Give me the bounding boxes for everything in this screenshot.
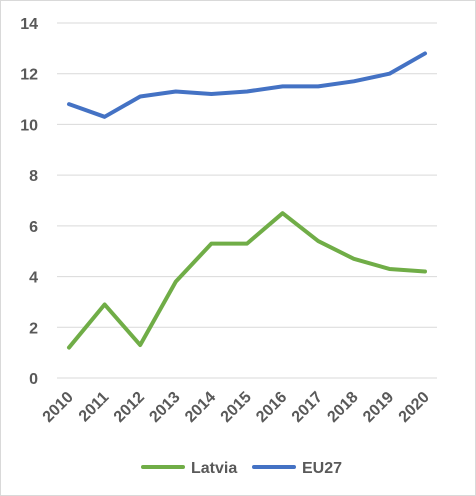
legend-label: Latvia — [191, 460, 237, 477]
y-tick-label: 10 — [20, 117, 38, 134]
x-tick-label: 2019 — [360, 389, 397, 426]
y-tick-label: 6 — [29, 219, 38, 236]
x-tick-label: 2013 — [146, 389, 183, 426]
x-tick-label: 2014 — [182, 389, 219, 426]
y-tick-label: 8 — [29, 168, 38, 185]
x-tick-label: 2011 — [76, 389, 113, 426]
x-tick-label: 2016 — [253, 389, 290, 426]
y-tick-label: 2 — [29, 320, 38, 337]
y-tick-label: 14 — [20, 16, 38, 33]
legend-label: EU27 — [302, 460, 342, 477]
x-tick-label: 2018 — [324, 389, 361, 426]
x-tick-label: 2010 — [40, 389, 77, 426]
y-tick-label: 0 — [29, 371, 38, 388]
series-line-eu27 — [67, 51, 427, 119]
y-tick-label: 4 — [29, 270, 38, 287]
y-tick-label: 12 — [20, 67, 38, 84]
x-tick-label: 2017 — [289, 389, 326, 426]
x-tick-label: 2015 — [218, 389, 255, 426]
x-tick-label: 2020 — [396, 389, 433, 426]
x-tick-label: 2012 — [111, 389, 148, 426]
